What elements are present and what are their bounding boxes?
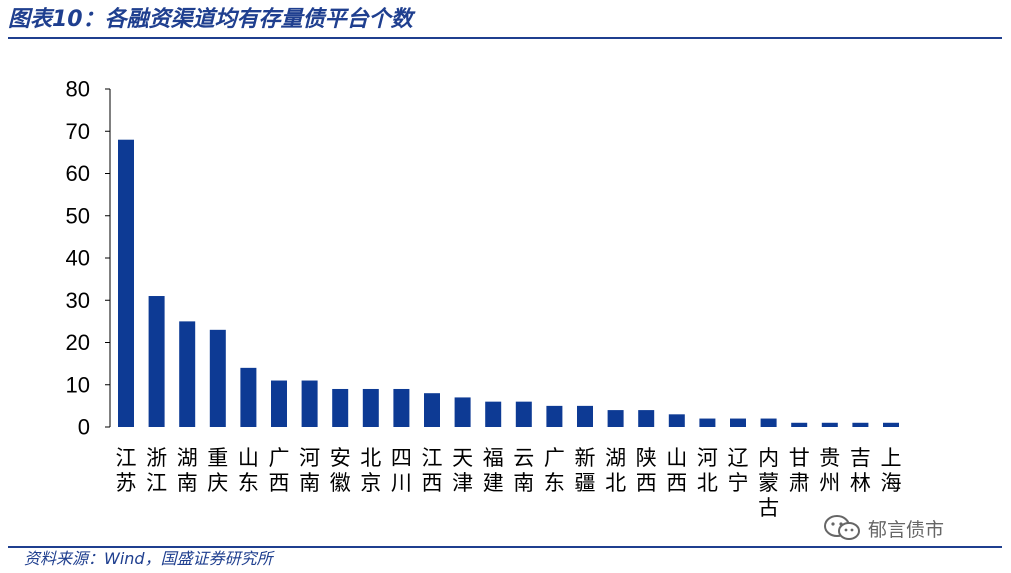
x-category-label: 天津 [452,446,473,495]
x-category-label: 江苏 [116,446,137,495]
bar-5 [271,380,287,427]
x-category-label: 广东 [544,446,565,495]
bar-20 [730,418,746,427]
x-category-label: 吉林 [850,446,871,495]
bar-18 [668,414,685,427]
bar-17 [638,410,655,427]
x-category-label: 重庆 [207,446,228,495]
y-tick-label: 0 [78,415,90,440]
bar-10 [424,393,440,427]
bar-14 [546,405,563,427]
bar-25 [883,422,899,427]
y-tick-label: 60 [66,161,90,186]
watermark-text: 郁言债市 [868,518,945,541]
y-tick-label: 70 [66,119,90,144]
y-tick-label: 40 [66,246,90,271]
x-category-label: 江西 [422,446,443,495]
footer-divider [8,546,1002,548]
y-tick-label: 50 [66,203,90,228]
x-category-label: 北京 [360,446,381,495]
x-category-label: 贵州 [819,446,840,495]
x-category-label: 陕西 [636,446,657,495]
bar-13 [515,401,532,427]
x-category-label: 福建 [483,446,504,495]
bar-0 [118,139,134,427]
bar-6 [301,380,318,427]
x-category-label: 辽宁 [728,446,749,495]
x-category-label: 湖北 [605,446,626,495]
bar-22 [791,422,808,427]
x-category-label: 四川 [391,446,412,495]
bar-9 [393,388,410,427]
y-tick-label: 30 [66,288,90,313]
x-category-label: 安徽 [330,446,351,495]
bar-4 [240,367,257,427]
bar-2 [179,321,196,427]
watermark: 郁言债市 [822,513,944,543]
bar-19 [699,418,716,427]
bars [118,139,899,427]
x-category-label: 浙江 [146,446,167,495]
bar-7 [332,388,349,427]
y-tick-label: 20 [66,330,90,355]
bar-23 [821,422,838,427]
bar-15 [577,405,593,427]
x-category-label: 上海 [881,446,902,495]
y-axis: 0 10 20 30 40 50 60 70 80 [66,77,111,440]
x-category-label: 山东 [238,446,259,495]
bar-24 [852,422,869,427]
x-category-label: 云南 [513,446,534,495]
bar-12 [485,401,502,427]
bar-11 [454,397,471,427]
x-category-label: 甘肃 [789,446,810,495]
x-axis-labels: 江苏浙江湖南重庆山东广西河南安徽北京四川江西天津福建云南广东新疆湖北陕西山西河北… [116,446,902,520]
x-category-label: 湖南 [177,446,198,495]
bar-1 [148,296,165,427]
x-category-label: 新疆 [575,446,596,495]
bar-3 [209,329,226,427]
x-category-label: 河北 [697,446,718,495]
source-note: 资料来源：Wind，国盛证券研究所 [24,549,273,568]
wechat-icon [824,515,860,540]
header-divider [8,37,1002,39]
bar-8 [362,388,379,427]
y-tick-label: 80 [66,77,90,102]
x-category-label: 河南 [299,446,320,495]
bar-16 [607,410,624,427]
chart-title: 图表10：各融资渠道均有存量债平台个数 [8,7,413,32]
x-category-label: 内蒙古 [758,446,779,520]
y-tick-label: 10 [66,372,90,397]
bar-21 [760,418,777,427]
x-category-label: 广西 [269,446,290,495]
x-category-label: 山西 [666,446,687,495]
